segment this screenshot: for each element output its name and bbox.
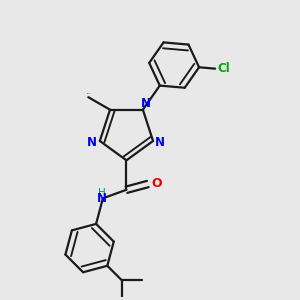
Text: Cl: Cl <box>218 62 230 75</box>
Text: N: N <box>87 136 97 149</box>
Text: H: H <box>98 188 105 198</box>
Text: N: N <box>155 136 165 149</box>
Text: methyl: methyl <box>87 93 92 94</box>
Text: O: O <box>151 177 162 190</box>
Text: N: N <box>141 97 151 110</box>
Text: N: N <box>97 192 106 205</box>
